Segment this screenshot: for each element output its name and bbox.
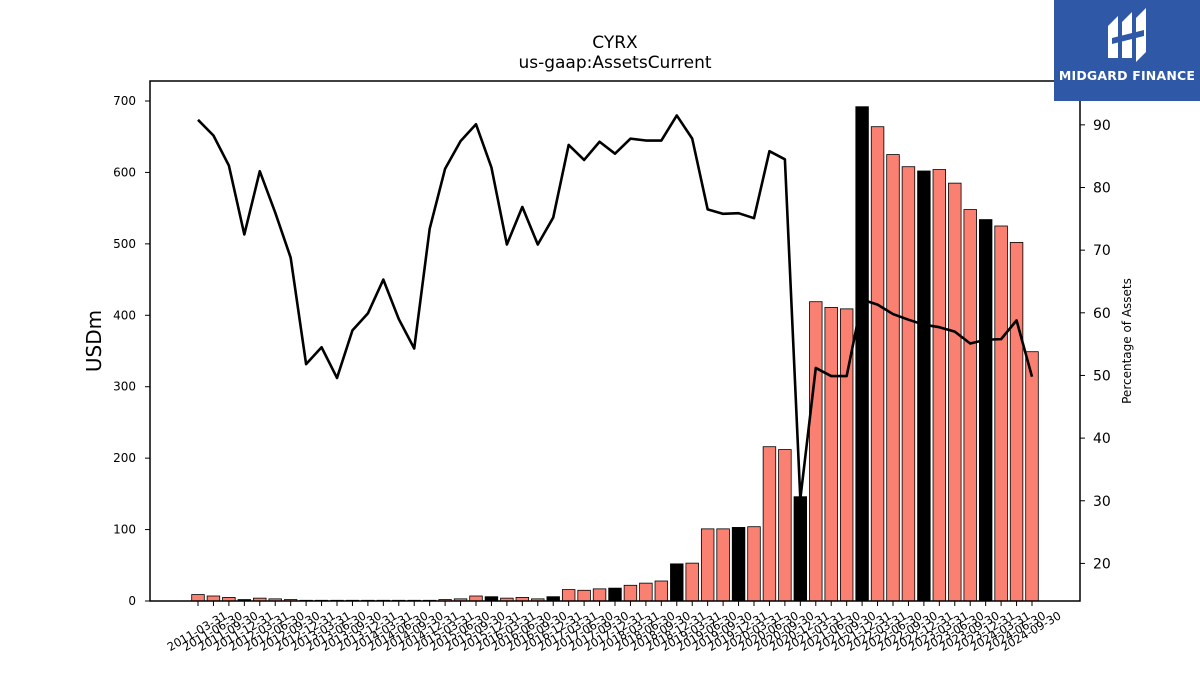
y-tick-label: 0 bbox=[128, 594, 136, 608]
bar bbox=[685, 562, 699, 602]
bar bbox=[654, 580, 669, 602]
bar bbox=[191, 594, 205, 602]
chart-title: CYRX bbox=[592, 33, 638, 53]
bar bbox=[670, 563, 684, 602]
y2-axis-label: Percentage of Assets bbox=[1120, 278, 1134, 404]
bar bbox=[855, 106, 869, 602]
bar-series bbox=[191, 106, 1039, 602]
bar bbox=[793, 496, 808, 602]
bar bbox=[716, 528, 730, 602]
midgard-logo-icon bbox=[1108, 8, 1146, 62]
bar bbox=[561, 589, 576, 602]
y-axis-label: USDm bbox=[82, 310, 106, 372]
y2-tick-label: 70 bbox=[1093, 243, 1111, 259]
bar bbox=[824, 307, 838, 602]
bar bbox=[1009, 242, 1024, 602]
bar bbox=[700, 528, 715, 602]
bar bbox=[870, 126, 885, 602]
y-tick-label: 700 bbox=[113, 94, 136, 108]
plot-frame bbox=[149, 80, 1081, 602]
y2-tick-label: 90 bbox=[1093, 118, 1111, 134]
chart-subtitle: us-gaap:AssetsCurrent bbox=[518, 53, 711, 73]
bar bbox=[886, 154, 900, 602]
bar bbox=[731, 527, 746, 602]
brand-name: MIDGARD FINANCE bbox=[1058, 68, 1196, 83]
bar bbox=[639, 582, 653, 602]
y2-tick-label: 50 bbox=[1093, 368, 1111, 384]
left-axis: 0 100 200 300 400 500 600 700 bbox=[113, 94, 150, 608]
y2-tick-label: 40 bbox=[1093, 431, 1111, 447]
right-axis: 20 30 40 50 60 70 80 90 bbox=[1080, 118, 1111, 572]
y-tick-label: 400 bbox=[113, 308, 136, 322]
bar bbox=[762, 446, 777, 602]
bar bbox=[608, 587, 622, 602]
bar bbox=[623, 584, 638, 602]
bar bbox=[917, 170, 931, 602]
percentage-line bbox=[197, 114, 1034, 501]
bar bbox=[901, 166, 916, 602]
bar bbox=[963, 209, 977, 602]
y-tick-label: 300 bbox=[113, 380, 136, 394]
x-axis: 2011-03-312011-06-302011-09-302011-12-31… bbox=[165, 601, 1064, 654]
bar bbox=[592, 588, 607, 602]
bar bbox=[994, 225, 1008, 602]
bar bbox=[1025, 351, 1039, 602]
line-series bbox=[197, 114, 1034, 501]
bar bbox=[809, 301, 823, 602]
bar bbox=[747, 526, 761, 602]
y2-tick-label: 20 bbox=[1093, 556, 1111, 572]
y2-tick-label: 60 bbox=[1093, 306, 1111, 322]
y-tick-label: 100 bbox=[113, 523, 136, 537]
y2-tick-label: 30 bbox=[1093, 494, 1111, 510]
bar bbox=[948, 182, 962, 602]
bar bbox=[577, 589, 591, 602]
bar bbox=[932, 169, 947, 602]
bar bbox=[778, 449, 792, 602]
y-tick-label: 600 bbox=[113, 165, 136, 179]
brand-logo: MIDGARD FINANCE bbox=[1054, 0, 1200, 101]
y2-tick-label: 80 bbox=[1093, 181, 1111, 197]
bar bbox=[978, 219, 993, 602]
y-tick-label: 200 bbox=[113, 451, 136, 465]
y-tick-label: 500 bbox=[113, 237, 136, 251]
